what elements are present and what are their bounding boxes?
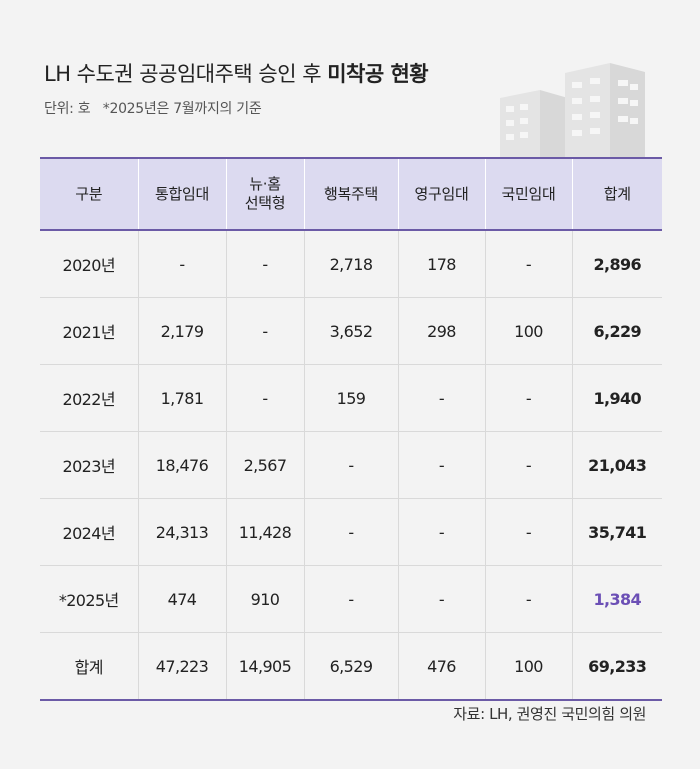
row-total: 21,043 [571,431,662,499]
column-header: 영구임대 [397,157,485,231]
apartment-buildings-icon [500,63,645,158]
table-cell: 24,313 [137,498,226,566]
table-cell: 18,476 [137,431,226,499]
table-cell: 910 [225,565,304,633]
row-label: *2025년 [40,565,138,633]
row-label: 2020년 [40,230,138,298]
table-cell: 11,428 [225,498,304,566]
row-label: 2023년 [40,431,138,499]
table-cell: 100 [484,297,572,365]
source-note: 자료: LH, 권영진 국민의힘 의원 [453,705,646,723]
row-label: 2022년 [40,364,138,432]
table-cell: - [225,297,304,365]
table-cell: - [484,498,572,566]
table-cell: 2,718 [303,230,398,298]
table-cell: - [397,431,485,499]
table-cell: - [484,565,572,633]
column-header: 국민임대 [484,157,572,231]
table-cell: - [303,565,398,633]
table-cell: - [484,230,572,298]
chart-title-highlight: 미착공 현황 [327,62,429,86]
row-total: 1,384 [571,565,662,633]
table-row: 2023년 18,476 2,567- - -21,043 [40,431,662,499]
table-cell: 476 [397,632,485,701]
table-row: *2025년 474 910- - -1,384 [40,565,662,633]
table-cell: - [397,498,485,566]
table-body: 2020년 - -2,718 178-2,896 2021년 2,179-3,652 298… [40,230,662,701]
table-cell: 159 [303,364,398,432]
column-header: 통합임대 [137,157,226,231]
table-cell: - [303,431,398,499]
table-header-row: 구분 통합임대 뉴·홈 선택형 행복주택 영구임대 국민임대 합계 [40,157,662,231]
table-cell: 1,781 [137,364,226,432]
table-cell: - [397,364,485,432]
table-cell: 2,567 [225,431,304,499]
table-row: 2024년 24,313 11,428- - -35,741 [40,498,662,566]
table-cell: - [225,364,304,432]
table-cell: - [484,431,572,499]
table-cell: - [137,230,226,298]
row-label: 합계 [40,632,138,701]
table-cell: - [484,364,572,432]
row-label: 2024년 [40,498,138,566]
table-row: 2021년 2,179-3,652 298 100 6,229 [40,297,662,365]
table-cell: 14,905 [225,632,304,701]
table-cell: 6,529 [303,632,398,701]
table-cell: 3,652 [303,297,398,365]
table-row: 합계 47,223 14,905 6,529 476 100 69,233 [40,632,662,701]
table-cell: - [303,498,398,566]
table-cell: 178 [397,230,485,298]
chart-title: LH 수도권 공공임대주택 승인 후 미착공 현황 [44,58,429,88]
data-table: 구분 통합임대 뉴·홈 선택형 행복주택 영구임대 국민임대 합계 2020년 - -2,718… [40,157,662,701]
table-cell: - [397,565,485,633]
table-cell: 47,223 [137,632,226,701]
table-row: 2020년 - -2,718 178-2,896 [40,230,662,298]
chart-title-prefix: LH 수도권 공공임대주택 승인 후 [44,62,328,86]
table-cell: 100 [484,632,572,701]
column-header: 행복주택 [303,157,398,231]
table-cell: 2,179 [137,297,226,365]
row-label: 2021년 [40,297,138,365]
row-total: 2,896 [571,230,662,298]
chart-subtitle: 단위: 호 *2025년은 7월까지의 기준 [44,101,262,117]
table-cell: 474 [137,565,226,633]
column-header: 뉴·홈 선택형 [225,157,304,231]
row-total: 69,233 [571,632,662,701]
row-total: 1,940 [571,364,662,432]
column-header: 합계 [571,157,662,231]
row-total: 35,741 [571,498,662,566]
table-row: 2022년 1,781-159- -1,940 [40,364,662,432]
table-cell: - [225,230,304,298]
row-total: 6,229 [571,297,662,365]
column-header: 구분 [40,157,138,231]
table-cell: 298 [397,297,485,365]
